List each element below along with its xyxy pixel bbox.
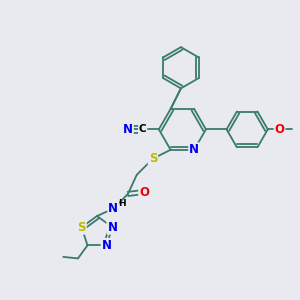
Text: N: N: [107, 221, 117, 234]
Text: S: S: [77, 221, 86, 234]
Text: N: N: [101, 239, 112, 252]
Text: S: S: [149, 152, 157, 165]
Text: N: N: [189, 143, 199, 156]
Text: H: H: [118, 199, 125, 208]
Text: N: N: [123, 123, 133, 136]
Text: N: N: [108, 202, 118, 215]
Text: C: C: [139, 124, 146, 134]
Text: O: O: [139, 186, 149, 199]
Text: O: O: [274, 123, 285, 136]
